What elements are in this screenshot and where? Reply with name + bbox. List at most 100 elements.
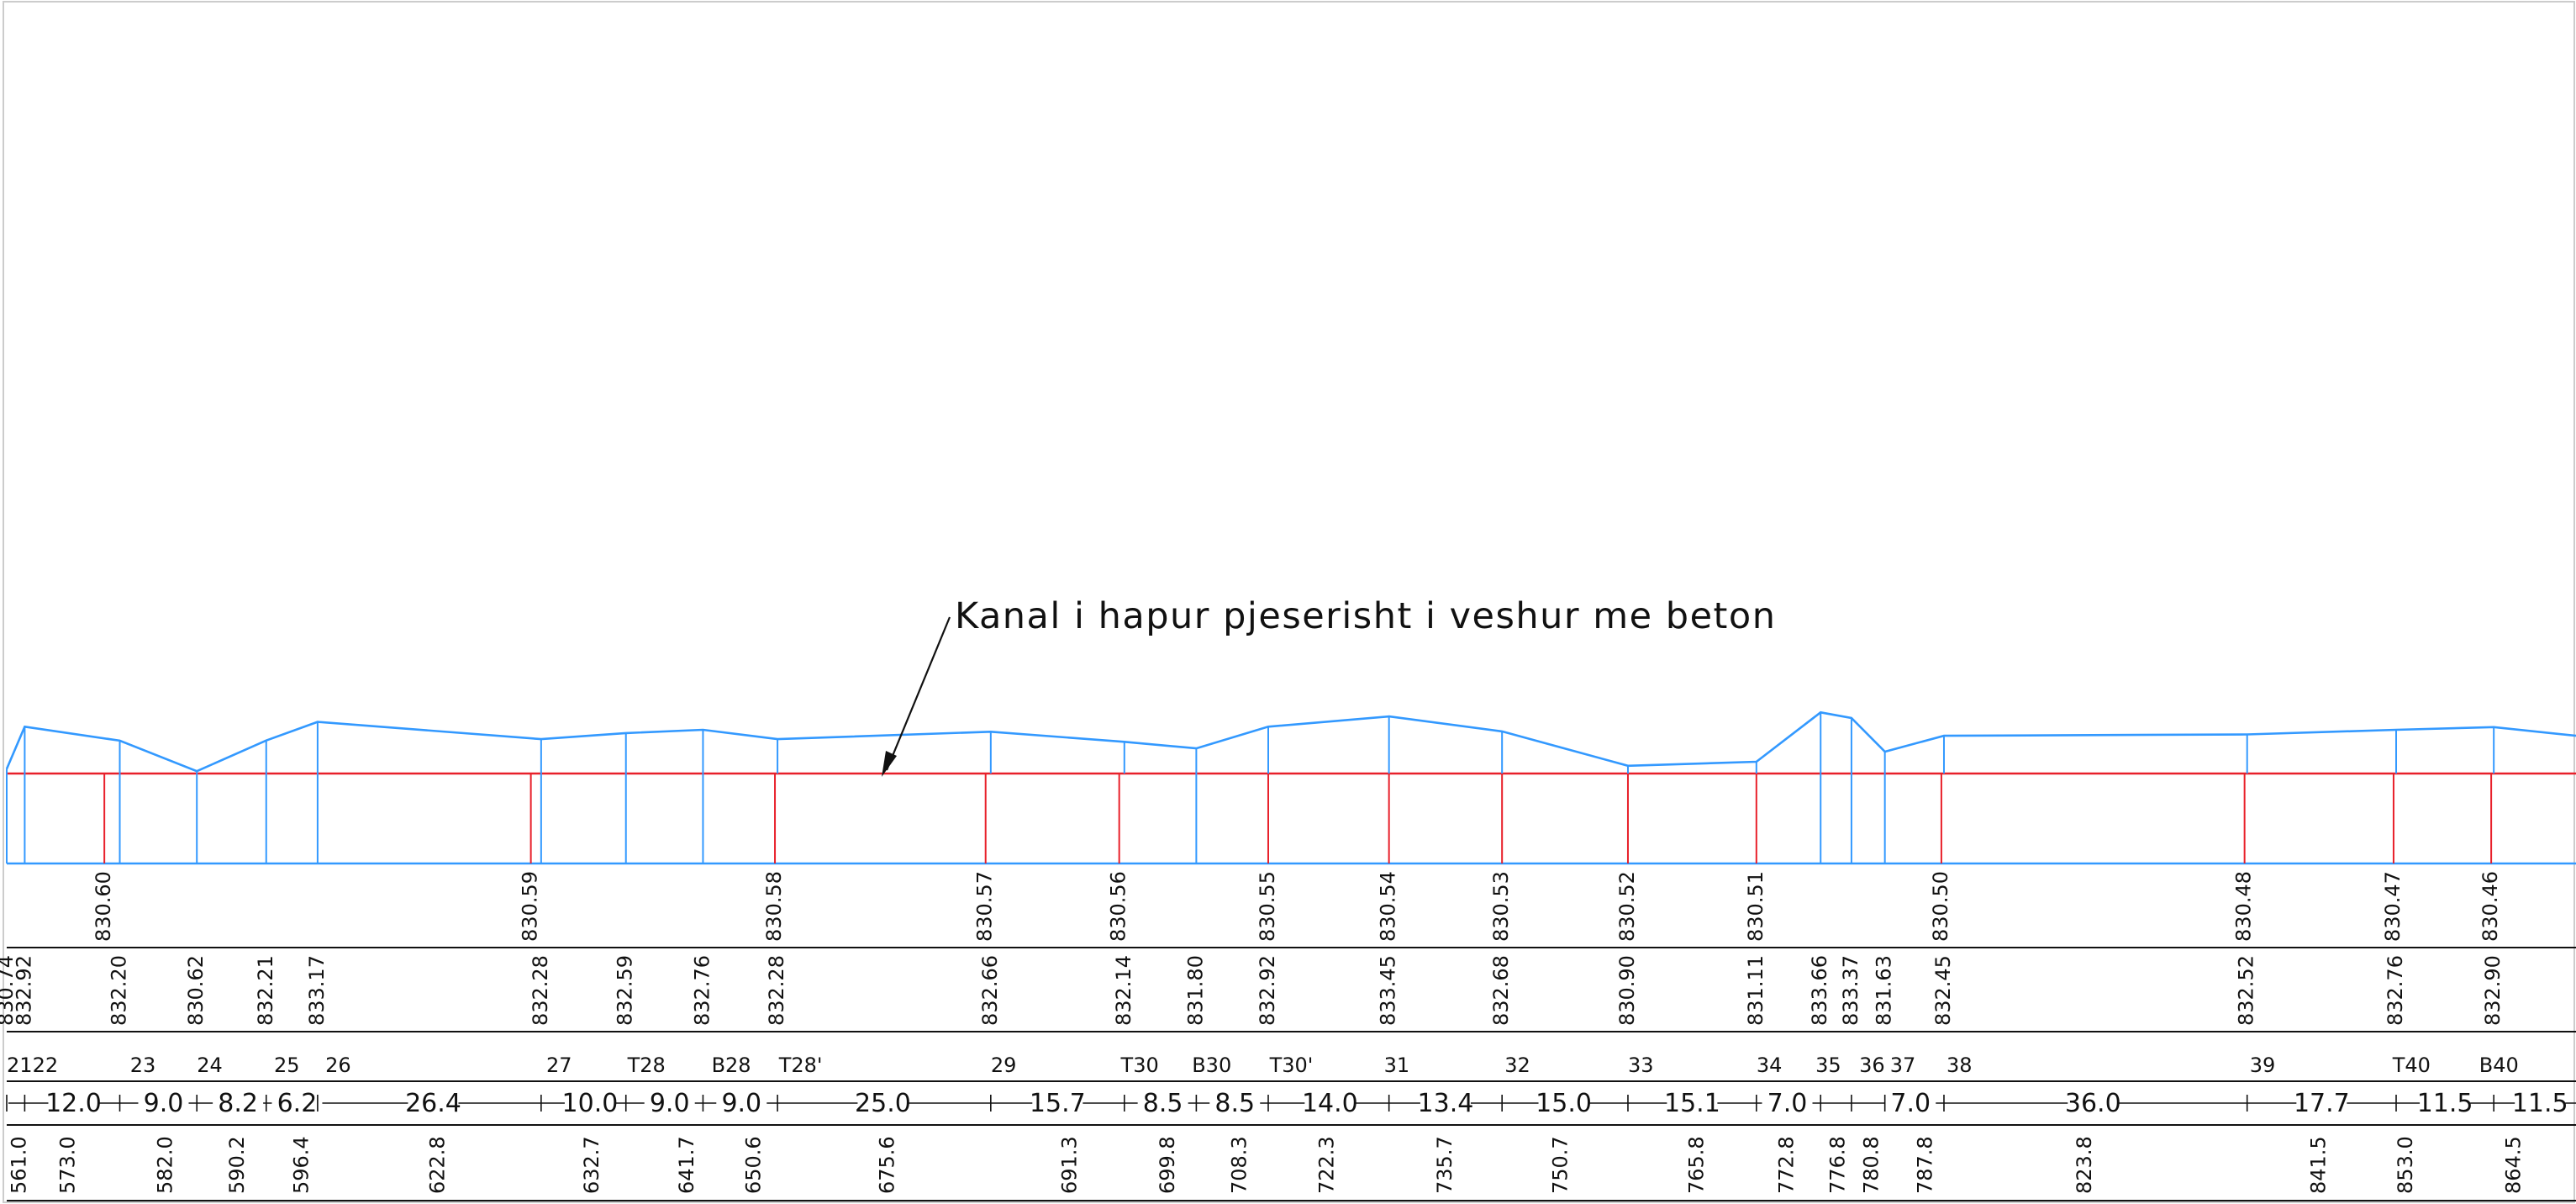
point-name-label: B28 [712,1054,751,1077]
partial-distance-label: 25.0 [855,1089,911,1118]
terrain-elevation-label: 832.14 [1112,955,1135,1026]
progressive-distance-label: 823.8 [2073,1136,2096,1194]
point-name-row: 21 22 23 24 25 26 27 T28 B28 T28' 29 T30 B30 T30' 31 32… [7,1054,2519,1077]
partial-distance-label: 26.4 [405,1089,461,1118]
design-elevation-label: 830.47 [2381,871,2405,942]
design-elevation-label: 830.60 [92,871,115,942]
partial-distance-mask [2515,1091,2566,1115]
point-name-label: 26 [325,1054,351,1077]
partial-distance-mask [213,1091,264,1115]
terrain-elevation-label: 832.76 [2384,955,2407,1026]
partial-distance-mask [564,1091,615,1115]
progressive-distance-label: 787.8 [1914,1136,1937,1194]
terrain-profile-line [5,710,2576,773]
data-table: 830.60 830.59 830.58 830.57 830.56 830.55 830.… [0,871,2576,1201]
terrain-elevation-label: 830.62 [184,955,208,1026]
progressive-distance-label: 841.5 [2306,1136,2330,1194]
partial-distance-mask [48,1091,99,1115]
partial-distance-mask [2420,1091,2471,1115]
partial-distance-label: 11.5 [2512,1089,2568,1118]
terrain-elevation-label: 833.66 [1808,955,1831,1026]
point-name-label: B30 [1192,1054,1231,1077]
terrain-elevation-label: 832.92 [12,955,35,1026]
partial-distance-label: 9.0 [144,1089,184,1118]
partial-distance-label: 7.0 [1890,1089,1931,1118]
partial-distance-mask [1304,1091,1356,1115]
point-name-label: 32 [1504,1054,1530,1077]
partial-distance-mask [2068,1091,2119,1115]
terrain-elevation-label: 831.11 [1744,955,1767,1026]
partial-distance-mask [1762,1091,1813,1115]
progressive-distance-label: 699.8 [1156,1136,1179,1194]
partial-distance-mask [1420,1091,1471,1115]
design-elevation-label: 830.59 [519,871,542,942]
point-name-label: 33 [1628,1054,1654,1077]
design-elevation-label: 830.58 [762,871,786,942]
progressive-distance-label: 864.5 [2502,1136,2526,1194]
progressive-distance-label: 776.8 [1826,1136,1850,1194]
progressive-distance-label: 853.0 [2394,1136,2417,1194]
terrain-elevation-label: 832.21 [254,955,277,1026]
annotation-text: Kanal i hapur pjeserisht i veshur me bet… [955,595,1776,637]
design-elevation-label: 830.51 [1744,871,1767,942]
partial-distance-label: 8.5 [1214,1089,1255,1118]
point-name-label: 39 [2250,1054,2276,1077]
point-name-label: 21 [7,1054,33,1077]
terrain-elevation-label: 832.28 [765,955,788,1026]
point-name-label: T28 [627,1054,666,1077]
point-name-label: 27 [546,1054,572,1077]
partial-distance-label: 7.0 [1767,1089,1808,1118]
terrain-elevation-label: 832.52 [2235,955,2258,1026]
point-name-label: 31 [1384,1054,1410,1077]
partial-distance-label: 8.5 [1143,1089,1183,1118]
point-name-label: 38 [1946,1054,1973,1077]
terrain-elevation-label: 832.76 [690,955,714,1026]
partial-distance-mask [138,1091,189,1115]
progressive-distance-label: 708.3 [1227,1136,1251,1194]
terrain-elevation-label: 831.63 [1873,955,1896,1026]
terrain-elevation-label: 830.74 [0,955,18,1026]
partial-distance-label: 6.2 [277,1089,318,1118]
annotation-arrowhead [882,751,897,777]
annotation-callout: Kanal i hapur pjeserisht i veshur me bet… [882,595,1776,777]
progressive-distance-label: 722.3 [1314,1136,1338,1194]
partial-distance-mask [716,1091,767,1115]
partial-distance-label: 14.0 [1302,1089,1358,1118]
partial-distance-mask [271,1091,323,1115]
partial-distance-label: 12.0 [45,1089,102,1118]
progressive-distance-label: 650.6 [742,1136,766,1194]
progressive-distance-label: 622.8 [426,1136,450,1194]
point-name-label: T30' [1269,1054,1314,1077]
point-name-label: 29 [991,1054,1017,1077]
partial-distance-label: 11.5 [2417,1089,2473,1118]
terrain-elevation-label: 832.28 [529,955,552,1026]
terrain-elevation-label: 832.90 [2481,955,2505,1026]
partial-distance-mask [1137,1091,1188,1115]
point-name-label: 22 [33,1054,59,1077]
point-name-label: 24 [197,1054,223,1077]
point-name-label: T28' [778,1054,823,1077]
progressive-distance-label: 675.6 [876,1136,899,1194]
partial-distance-label: 15.0 [1536,1089,1592,1118]
design-elevation-label: 830.55 [1256,871,1279,942]
partial-distance-label: 9.0 [650,1089,690,1118]
profile-graph [5,710,2576,865]
sheet-frame [3,1,2575,1203]
progressive-distance-label: 750.7 [1549,1136,1572,1194]
progressive-distance-label: 582.0 [154,1136,177,1194]
partial-distance-mask [1667,1091,1718,1115]
design-elevation-label: 830.54 [1377,871,1400,942]
progressive-distance-label: 632.7 [580,1136,603,1194]
terrain-elevation-label: 833.37 [1839,955,1862,1026]
point-name-label: B40 [2479,1054,2519,1077]
point-name-label: T40 [2392,1054,2431,1077]
partial-distance-mask [1032,1091,1083,1115]
progressive-distance-label: 772.8 [1775,1136,1799,1194]
point-name-label: 35 [1815,1054,1841,1077]
partial-distance-mask [1538,1091,1589,1115]
design-elevation-label: 830.46 [2479,871,2502,942]
partial-distance-label: 15.7 [1030,1089,1086,1118]
point-name-label: 36 [1859,1054,1885,1077]
